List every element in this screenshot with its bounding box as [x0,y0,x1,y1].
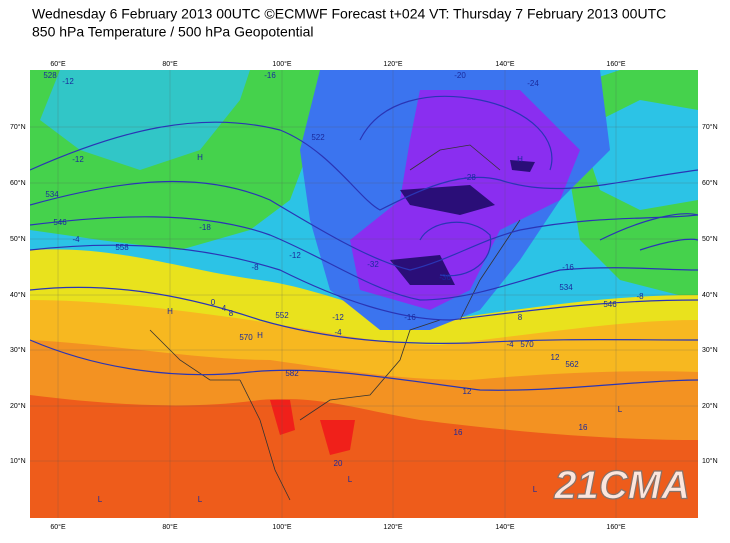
lat-label-left: 70°N [10,123,26,131]
contour-label: -16 [562,263,574,272]
lat-label-right: 20°N [702,402,718,410]
contour-label: 4 [222,304,227,313]
contour-label: -20 [454,71,466,80]
lat-label-left: 10°N [10,457,26,465]
lon-label-bottom: 100°E [272,523,291,531]
contour-label: 534 [559,283,573,292]
contour-label: 522 [311,133,325,142]
contour-label: -24 [527,79,539,88]
contour-label: 12 [463,387,472,396]
contour-label: 570 [520,340,534,349]
lat-label-left: 30°N [10,346,26,354]
pressure-center: L [98,495,103,504]
contour-label: -8 [251,263,259,272]
contour-label: -4 [334,328,342,337]
lon-label-bottom: 80°E [162,523,178,531]
labels: 60°E 60°E 80°E 80°E 100°E 100°E 120°E 120°E 140°… [10,60,718,531]
lon-label-top: 160°E [606,60,625,68]
lon-label-top: 80°E [162,60,178,68]
lat-label-right: 10°N [702,457,718,465]
contour-label: 528 [43,71,57,80]
contour-label: -12 [289,251,301,260]
lon-label-bottom: 140°E [495,523,514,531]
contour-label: -4 [72,235,80,244]
lat-label-right: 40°N [702,291,718,299]
lon-label-bottom: 60°E [50,523,66,531]
lon-label-top: 140°E [495,60,514,68]
lat-label-left: 50°N [10,235,26,243]
contour-label: -12 [62,77,74,86]
contour-label: -28 [464,173,476,182]
pressure-center: L [533,485,538,494]
watermark: 21CMA [553,464,690,508]
title: Wednesday 6 February 2013 00UTC ©ECMWF F… [32,6,666,22]
contour-label: -16 [404,313,416,322]
contour-label: -36 [439,273,451,282]
lon-label-top: 60°E [50,60,66,68]
contour-label: -4 [506,340,514,349]
contour-label: 8 [229,309,234,318]
lat-label-right: 70°N [702,123,718,131]
contour-label: 20 [334,459,343,468]
lat-label-right: 30°N [702,346,718,354]
pressure-center: H [517,155,523,164]
pressure-center: H [197,153,203,162]
lon-label-top: 120°E [383,60,402,68]
lon-label-bottom: 120°E [383,523,402,531]
pressure-center: H [167,307,173,316]
contour-label: -18 [199,223,211,232]
geopotential-contours [30,95,698,391]
contour-label: 570 [239,333,253,342]
map-field [30,70,698,518]
pressure-center: L [618,405,623,414]
lat-label-right: 60°N [702,179,718,187]
contour-label: 582 [285,369,299,378]
contour-label: -12 [72,155,84,164]
lat-label-left: 20°N [10,402,26,410]
contour-label: 0 [211,298,216,307]
contour-label: 16 [579,423,588,432]
contour-label: 16 [454,428,463,437]
contour-label: -32 [367,260,379,269]
lon-label-top: 100°E [272,60,291,68]
lat-label-left: 60°N [10,179,26,187]
contour-label: 12 [551,353,560,362]
contour-label: -8 [636,292,644,301]
lat-label-right: 50°N [702,235,718,243]
contour-label: 558 [115,243,129,252]
pressure-center: L [348,475,353,484]
contour-label: 546 [53,218,67,227]
subtitle: 850 hPa Temperature / 500 hPa Geopotenti… [32,24,314,40]
lon-label-bottom: 160°E [606,523,625,531]
contour-label: 552 [275,311,289,320]
pressure-center: H [257,331,263,340]
pressure-center: L [198,495,203,504]
contour-label: 562 [565,360,579,369]
contour-label: 534 [45,190,59,199]
lat-label-left: 40°N [10,291,26,299]
contour-label: -16 [264,71,276,80]
contour-label: -12 [332,313,344,322]
contour-label: 546 [603,300,617,309]
contour-label: 8 [518,313,523,322]
